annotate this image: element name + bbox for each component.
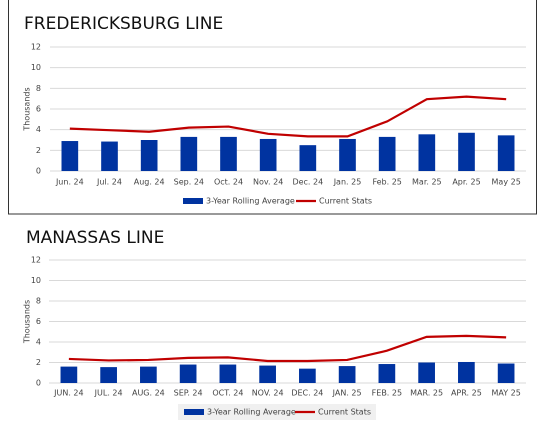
legend-label: 3-Year Rolling Average <box>206 197 295 206</box>
x-tick-label: Jun. 24 <box>55 178 84 187</box>
x-tick-label: JAN. 25 <box>332 389 362 398</box>
y-tick-label: 2 <box>36 358 41 367</box>
bar <box>497 135 515 171</box>
y-tick-label: 8 <box>36 84 41 93</box>
chart-frame <box>8 0 537 215</box>
x-tick-label: SEP. 24 <box>174 389 203 398</box>
y-tick-label: 6 <box>36 105 41 114</box>
bar <box>259 138 277 171</box>
y-axis-label: Thousands <box>23 300 32 344</box>
bar <box>61 141 79 171</box>
bar <box>497 363 515 383</box>
y-tick-label: 10 <box>31 63 41 72</box>
legend-swatch <box>183 198 203 204</box>
x-tick-label: Apr. 25 <box>452 178 480 187</box>
x-tick-label: FEB. 25 <box>372 389 402 398</box>
bar <box>299 145 317 171</box>
x-tick-label: APR. 25 <box>451 389 482 398</box>
bar <box>140 366 157 383</box>
x-tick-label: Mar. 25 <box>412 178 442 187</box>
x-tick-label: AUG. 24 <box>132 389 165 398</box>
bar <box>418 134 436 171</box>
y-tick-label: 10 <box>31 276 41 285</box>
bar <box>338 366 356 383</box>
bar <box>219 364 237 383</box>
y-tick-label: 6 <box>36 317 41 326</box>
x-tick-label: OCT. 24 <box>212 389 243 398</box>
x-tick-label: MAR. 25 <box>410 389 443 398</box>
y-tick-label: 4 <box>36 125 41 134</box>
x-tick-label: MAY 25 <box>491 389 520 398</box>
bar <box>180 136 198 171</box>
x-tick-label: NOV. 24 <box>252 389 284 398</box>
x-tick-label: Aug. 24 <box>134 178 165 187</box>
x-tick-label: Dec. 24 <box>292 178 323 187</box>
x-tick-label: JUL. 24 <box>94 389 123 398</box>
line <box>68 334 507 363</box>
x-tick-label: Oct. 24 <box>214 178 243 187</box>
legend-label: Current Stats <box>318 408 371 417</box>
y-tick-label: 12 <box>31 43 41 52</box>
chart-title: FREDERICKSBURG LINE <box>24 14 223 34</box>
bar <box>60 366 78 383</box>
x-tick-label: Jul. 24 <box>96 178 122 187</box>
y-axis-label: Thousands <box>23 87 32 131</box>
x-tick-label: JUN. 24 <box>53 389 83 398</box>
bar <box>378 364 396 383</box>
legend-swatch <box>184 409 204 415</box>
x-tick-label: Feb. 25 <box>372 178 401 187</box>
bar <box>339 138 356 171</box>
bar <box>378 136 396 171</box>
x-tick-label: May 25 <box>492 178 521 187</box>
x-tick-label: DEC. 24 <box>291 389 323 398</box>
bar <box>101 141 118 171</box>
legend-background <box>178 404 376 420</box>
bar <box>458 132 475 171</box>
bar <box>418 362 435 383</box>
y-tick-label: 12 <box>31 256 41 265</box>
y-tick-label: 4 <box>36 338 41 347</box>
y-tick-label: 0 <box>36 167 41 176</box>
y-tick-label: 8 <box>36 297 41 306</box>
y-tick-label: 0 <box>36 379 41 388</box>
y-tick-label: 2 <box>36 146 41 155</box>
bar <box>299 368 316 383</box>
bar <box>100 367 117 383</box>
legend-label: Current Stats <box>319 197 372 206</box>
legend-label: 3-Year Rolling Average <box>207 408 296 417</box>
x-tick-label: Sep. 24 <box>174 178 204 187</box>
line <box>69 95 507 138</box>
x-tick-label: Nov. 24 <box>253 178 283 187</box>
chart-title: MANASSAS LINE <box>26 228 164 248</box>
bar <box>140 140 158 171</box>
bar <box>458 361 475 383</box>
bar <box>259 365 276 383</box>
bar <box>179 364 197 383</box>
x-tick-label: Jan. 25 <box>333 178 362 187</box>
bar <box>220 136 237 171</box>
